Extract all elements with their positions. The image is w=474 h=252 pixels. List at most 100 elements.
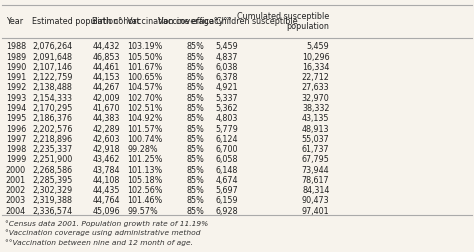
Text: 85%: 85% <box>186 185 204 194</box>
Text: Cumulated susceptible
population: Cumulated susceptible population <box>237 12 329 31</box>
Text: 48,913: 48,913 <box>302 124 329 133</box>
Text: 42,918: 42,918 <box>92 144 120 153</box>
Text: 4,674: 4,674 <box>216 175 238 184</box>
Text: 44,432: 44,432 <box>92 42 120 51</box>
Text: 27,633: 27,633 <box>302 83 329 92</box>
Text: 44,764: 44,764 <box>92 196 120 205</box>
Text: °Vaccination coverage using administrative method: °Vaccination coverage using administrati… <box>5 229 200 236</box>
Text: 6,058: 6,058 <box>216 155 238 164</box>
Text: 1991: 1991 <box>6 73 26 82</box>
Text: 85%: 85% <box>186 206 204 215</box>
Text: 105.18%: 105.18% <box>127 175 163 184</box>
Text: 2,218,896: 2,218,896 <box>32 134 73 143</box>
Text: 44,267: 44,267 <box>92 83 120 92</box>
Text: °°Vaccination between nine and 12 month of age.: °°Vaccination between nine and 12 month … <box>5 238 193 245</box>
Text: 2001: 2001 <box>6 175 26 184</box>
Text: 10,296: 10,296 <box>302 52 329 61</box>
Text: 2,076,264: 2,076,264 <box>32 42 73 51</box>
Text: 43,784: 43,784 <box>92 165 120 174</box>
Text: 1999: 1999 <box>6 155 26 164</box>
Text: 1998: 1998 <box>6 144 26 153</box>
Text: 46,853: 46,853 <box>92 52 120 61</box>
Text: 2,285,395: 2,285,395 <box>32 175 73 184</box>
Text: 85%: 85% <box>186 175 204 184</box>
Text: 2,107,146: 2,107,146 <box>32 63 72 72</box>
Text: 6,928: 6,928 <box>216 206 238 215</box>
Text: 85%: 85% <box>186 83 204 92</box>
Text: 2,138,488: 2,138,488 <box>32 83 72 92</box>
Text: 5,697: 5,697 <box>216 185 238 194</box>
Text: 85%: 85% <box>186 42 204 51</box>
Text: 4,803: 4,803 <box>216 114 238 123</box>
Text: 2,235,337: 2,235,337 <box>32 144 73 153</box>
Text: 22,712: 22,712 <box>301 73 329 82</box>
Text: 101.13%: 101.13% <box>127 165 162 174</box>
Text: 99.28%: 99.28% <box>127 144 158 153</box>
Text: Vaccination coverage°: Vaccination coverage° <box>127 17 218 26</box>
Text: 100.74%: 100.74% <box>127 134 163 143</box>
Text: 85%: 85% <box>186 63 204 72</box>
Text: 1993: 1993 <box>6 93 26 102</box>
Text: 101.46%: 101.46% <box>127 196 162 205</box>
Text: 42,603: 42,603 <box>92 134 120 143</box>
Text: 85%: 85% <box>186 165 204 174</box>
Text: 5,459: 5,459 <box>307 42 329 51</box>
Text: 2,202,576: 2,202,576 <box>32 124 73 133</box>
Text: 2,091,648: 2,091,648 <box>32 52 72 61</box>
Text: 84,314: 84,314 <box>302 185 329 194</box>
Text: 90,473: 90,473 <box>302 196 329 205</box>
Text: 2003: 2003 <box>6 196 26 205</box>
Text: 1994: 1994 <box>6 104 26 113</box>
Text: 101.25%: 101.25% <box>127 155 163 164</box>
Text: 38,332: 38,332 <box>302 104 329 113</box>
Text: 85%: 85% <box>186 52 204 61</box>
Text: 2,336,574: 2,336,574 <box>32 206 73 215</box>
Text: 2002: 2002 <box>6 185 26 194</box>
Text: 85%: 85% <box>186 134 204 143</box>
Text: 2,302,329: 2,302,329 <box>32 185 73 194</box>
Text: 85%: 85% <box>186 104 204 113</box>
Text: 6,124: 6,124 <box>216 134 238 143</box>
Text: 100.65%: 100.65% <box>127 73 163 82</box>
Text: 85%: 85% <box>186 73 204 82</box>
Text: 41,670: 41,670 <box>92 104 120 113</box>
Text: Estimated population°: Estimated population° <box>32 17 122 26</box>
Text: 43,462: 43,462 <box>92 155 120 164</box>
Text: 1995: 1995 <box>6 114 26 123</box>
Text: Vaccine efficacy°°: Vaccine efficacy°° <box>158 17 232 26</box>
Text: 1988: 1988 <box>6 42 26 51</box>
Text: 1996: 1996 <box>6 124 26 133</box>
Text: 2,319,388: 2,319,388 <box>32 196 72 205</box>
Text: 2004: 2004 <box>6 206 26 215</box>
Text: 85%: 85% <box>186 196 204 205</box>
Text: 44,383: 44,383 <box>92 114 120 123</box>
Text: 1992: 1992 <box>6 83 26 92</box>
Text: 44,108: 44,108 <box>92 175 120 184</box>
Text: 101.67%: 101.67% <box>127 63 163 72</box>
Text: Children susceptible: Children susceptible <box>216 17 297 26</box>
Text: 5,779: 5,779 <box>216 124 238 133</box>
Text: 32,970: 32,970 <box>301 93 329 102</box>
Text: 6,700: 6,700 <box>216 144 238 153</box>
Text: 4,921: 4,921 <box>216 83 238 92</box>
Text: 102.51%: 102.51% <box>127 104 163 113</box>
Text: 4,837: 4,837 <box>216 52 238 61</box>
Text: 42,009: 42,009 <box>92 93 120 102</box>
Text: 102.70%: 102.70% <box>127 93 163 102</box>
Text: 85%: 85% <box>186 124 204 133</box>
Text: 78,617: 78,617 <box>302 175 329 184</box>
Text: 2,170,295: 2,170,295 <box>32 104 73 113</box>
Text: 85%: 85% <box>186 93 204 102</box>
Text: 67,795: 67,795 <box>301 155 329 164</box>
Text: 44,435: 44,435 <box>92 185 120 194</box>
Text: 101.57%: 101.57% <box>127 124 163 133</box>
Text: 2,186,376: 2,186,376 <box>32 114 72 123</box>
Text: 73,944: 73,944 <box>302 165 329 174</box>
Text: 2,251,900: 2,251,900 <box>32 155 73 164</box>
Text: 42,289: 42,289 <box>92 124 120 133</box>
Text: 1989: 1989 <box>6 52 26 61</box>
Text: 44,153: 44,153 <box>92 73 120 82</box>
Text: 99.57%: 99.57% <box>127 206 158 215</box>
Text: Year: Year <box>6 17 23 26</box>
Text: 45,096: 45,096 <box>92 206 120 215</box>
